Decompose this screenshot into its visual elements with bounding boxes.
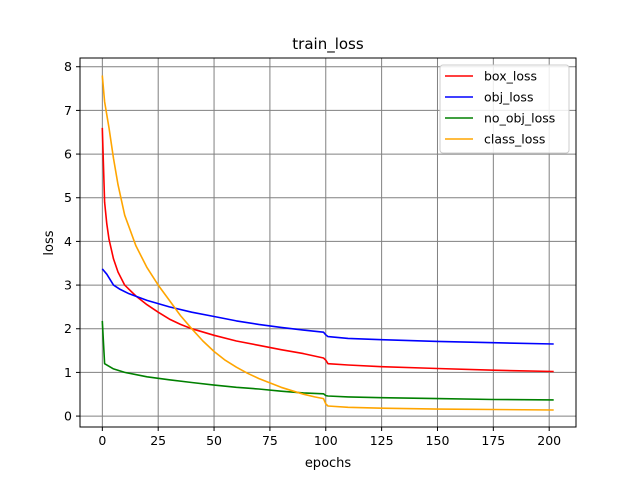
y-ticks: 0 1 2 3 4 5 6 7 8 — [64, 59, 80, 424]
x-ticks: 0 25 50 75 100 125 150 175 200 — [98, 427, 561, 448]
y-tick-label: 2 — [64, 321, 72, 336]
y-tick-label: 8 — [64, 59, 72, 74]
x-tick-label: 50 — [206, 433, 222, 448]
series-line-no-obj-loss — [101, 320, 554, 401]
legend: box_loss obj_loss no_obj_loss class_loss — [439, 64, 570, 154]
grid-lines — [80, 58, 576, 427]
series-lines — [101, 75, 554, 411]
legend-box — [439, 64, 570, 154]
y-tick-label: 7 — [64, 103, 72, 118]
x-tick-label: 25 — [150, 433, 166, 448]
x-tick-label: 150 — [426, 433, 450, 448]
series-line-obj-loss — [101, 268, 554, 345]
y-tick-label: 5 — [64, 190, 72, 205]
legend-label: box_loss — [484, 69, 537, 84]
chart-title: train_loss — [292, 35, 364, 54]
y-tick-label: 4 — [64, 234, 72, 249]
x-tick-label: 0 — [98, 433, 106, 448]
y-tick-label: 3 — [64, 278, 72, 293]
y-tick-label: 1 — [64, 365, 72, 380]
x-axis-label: epochs — [305, 456, 352, 471]
x-tick-label: 200 — [537, 433, 561, 448]
legend-label: obj_loss — [484, 90, 533, 105]
x-tick-label: 125 — [370, 433, 394, 448]
y-axis-label: loss — [42, 230, 57, 255]
legend-label: class_loss — [484, 132, 545, 147]
x-tick-label: 100 — [314, 433, 338, 448]
plot-frame — [79, 57, 577, 428]
series-line-class-loss — [101, 75, 554, 411]
series-line-box-loss — [101, 127, 554, 373]
x-tick-label: 75 — [262, 433, 278, 448]
y-tick-label: 0 — [64, 409, 72, 424]
y-tick-label: 6 — [64, 147, 72, 162]
legend-label: no_obj_loss — [484, 111, 555, 126]
x-tick-label: 175 — [481, 433, 505, 448]
